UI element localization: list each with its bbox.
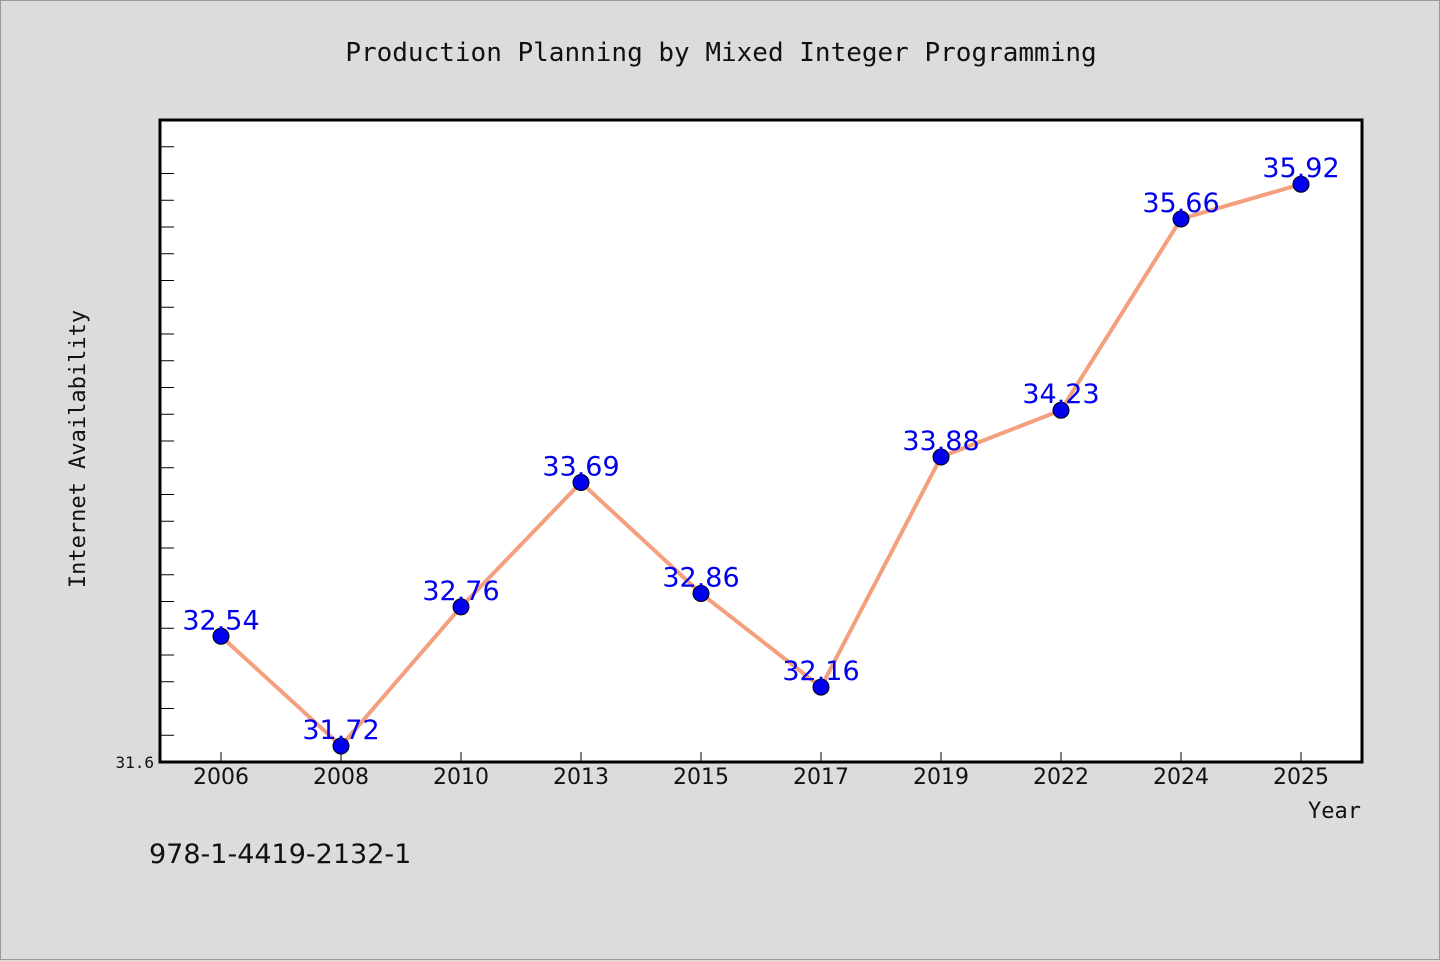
- y-axis-label: Internet Availability: [66, 310, 91, 588]
- data-label: 34.23: [1022, 379, 1099, 410]
- x-tick-label: 2010: [433, 765, 489, 790]
- data-label: 32.54: [182, 605, 259, 636]
- x-tick-label: 2015: [673, 765, 729, 790]
- data-point: [1172, 210, 1190, 228]
- x-tick-label: 2019: [913, 765, 969, 790]
- data-label: 32.16: [782, 656, 859, 687]
- x-tick-label: 2006: [193, 765, 249, 790]
- data-point: [692, 584, 710, 602]
- data-point: [212, 627, 230, 645]
- series-layer: 32.54 31.72 32.76 33.69 32.86 32.16 33.88 34.23…: [182, 153, 1340, 755]
- data-point: [452, 598, 470, 616]
- data-label: 35.66: [1142, 188, 1219, 219]
- x-tick-label: 2017: [793, 765, 849, 790]
- data-point: [932, 448, 950, 466]
- y-axis-ticks: 31.6: [115, 119, 174, 772]
- data-label: 31.72: [302, 715, 379, 746]
- isbn-text: 978-1-4419-2132-1: [149, 839, 411, 870]
- data-label: 35.92: [1262, 153, 1339, 184]
- x-axis-ticks: 2006 2008 2010 2013 2015 2017 2019 2022 2024 2025: [193, 752, 1329, 790]
- data-point: [1052, 401, 1070, 419]
- x-tick-label: 2024: [1153, 765, 1209, 790]
- x-tick-label: 2013: [553, 765, 609, 790]
- data-label: 33.88: [902, 426, 979, 457]
- x-axis-label: Year: [1308, 799, 1361, 824]
- series-line: [219, 182, 1302, 748]
- data-label: 32.86: [662, 562, 739, 593]
- plot-area: [158, 118, 1364, 764]
- data-point: [332, 737, 350, 755]
- x-tick-label: 2025: [1273, 765, 1329, 790]
- data-point: [572, 473, 590, 491]
- chart-title: Production Planning by Mixed Integer Pro…: [345, 38, 1096, 68]
- x-tick-label: 2022: [1033, 765, 1089, 790]
- y-tick-label: 31.6: [115, 753, 154, 772]
- data-point: [1292, 175, 1310, 193]
- data-point: [812, 678, 830, 696]
- x-tick-label: 2008: [313, 765, 369, 790]
- data-label: 33.69: [542, 451, 619, 482]
- data-label: 32.76: [422, 576, 499, 607]
